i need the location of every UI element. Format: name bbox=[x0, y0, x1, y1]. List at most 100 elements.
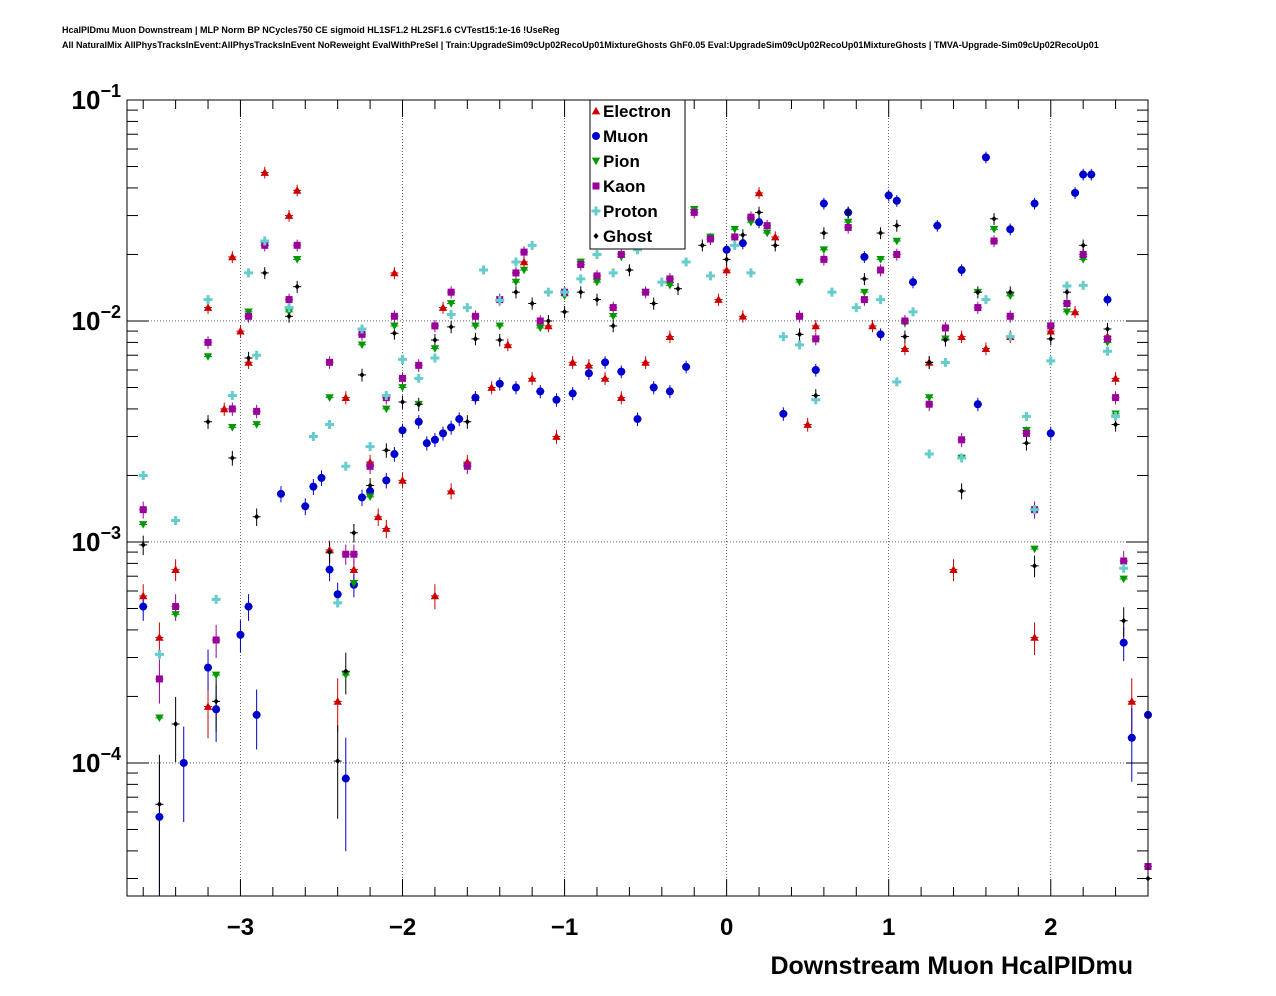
electron-point bbox=[292, 186, 302, 194]
legend-marker-pion bbox=[591, 157, 601, 166]
ghost-point bbox=[845, 209, 851, 216]
muon-point bbox=[1103, 295, 1112, 304]
ghost-point bbox=[529, 300, 535, 307]
electron-point bbox=[771, 232, 780, 241]
proton-point bbox=[576, 274, 586, 284]
muon-point bbox=[1006, 225, 1015, 234]
pion-point bbox=[608, 312, 618, 321]
muon-point bbox=[755, 218, 764, 227]
pion-point bbox=[1062, 308, 1072, 317]
electron-point bbox=[1030, 633, 1039, 641]
kaon-point bbox=[690, 208, 698, 216]
series-kaon bbox=[139, 208, 1152, 870]
ghost-point bbox=[724, 256, 730, 263]
electron-point bbox=[868, 321, 877, 330]
muon-point bbox=[301, 502, 310, 511]
ghost-point bbox=[343, 668, 349, 675]
kaon-point bbox=[941, 324, 949, 332]
electron-point bbox=[139, 591, 148, 600]
ghost-point bbox=[756, 209, 762, 216]
electron-point bbox=[665, 332, 675, 340]
ghost-point bbox=[286, 313, 292, 320]
ghost-point bbox=[513, 289, 519, 296]
proton-point bbox=[957, 453, 967, 463]
muon-point bbox=[139, 602, 148, 611]
legend-label-proton: Proton bbox=[603, 202, 658, 221]
series-pion bbox=[139, 205, 1128, 723]
ghost-point bbox=[1064, 289, 1070, 296]
pion-point bbox=[1119, 575, 1128, 584]
x-tick-label: 0 bbox=[720, 914, 733, 941]
pion-point bbox=[252, 421, 261, 429]
muon-point bbox=[973, 400, 982, 409]
pion-point bbox=[592, 278, 602, 287]
muon-point bbox=[252, 710, 261, 719]
kaon-point bbox=[860, 296, 868, 304]
ghost-point bbox=[327, 549, 333, 556]
pion-point bbox=[228, 424, 237, 432]
proton-point bbox=[227, 391, 237, 401]
muon-point bbox=[981, 153, 990, 162]
electron-point bbox=[600, 374, 610, 382]
proton-point bbox=[357, 324, 367, 334]
proton-point bbox=[1021, 411, 1031, 421]
proton-point bbox=[908, 307, 918, 317]
ghost-point bbox=[942, 337, 948, 344]
proton-point bbox=[365, 442, 375, 452]
proton-point bbox=[511, 257, 521, 267]
electron-point bbox=[382, 524, 391, 532]
muon-point bbox=[1030, 199, 1039, 208]
kaon-point bbox=[901, 317, 909, 325]
kaon-point bbox=[617, 250, 625, 258]
pion-point bbox=[843, 218, 853, 227]
kaon-point bbox=[1006, 312, 1014, 320]
y-tick-label: 10−4 bbox=[72, 744, 121, 778]
pion-point bbox=[284, 308, 294, 317]
proton-point bbox=[851, 303, 861, 313]
legend: Electron Muon Pion Kaon Proton Ghost bbox=[589, 99, 686, 250]
electron-point bbox=[544, 321, 553, 330]
kaon-point bbox=[812, 335, 820, 343]
pion-point bbox=[989, 225, 999, 234]
kaon-point bbox=[358, 330, 366, 338]
pion-point bbox=[892, 237, 902, 246]
markers bbox=[138, 153, 1152, 882]
kaon-point bbox=[155, 675, 163, 683]
ghost-point bbox=[740, 231, 746, 238]
ghost-point bbox=[626, 267, 632, 274]
ghost-point bbox=[432, 337, 438, 344]
muon-point bbox=[722, 245, 731, 254]
kaon-point bbox=[577, 261, 585, 269]
ghost-point bbox=[383, 447, 389, 454]
pion-point bbox=[762, 229, 772, 238]
ghost-point bbox=[416, 401, 422, 408]
kaon-point bbox=[172, 603, 180, 611]
proton-point bbox=[244, 268, 254, 278]
proton-point bbox=[260, 236, 270, 246]
muon-point bbox=[892, 196, 901, 205]
proton-point bbox=[414, 373, 424, 383]
electron-point bbox=[155, 633, 164, 641]
muon-point bbox=[933, 221, 942, 230]
muon-point bbox=[276, 489, 285, 498]
ghost-point bbox=[391, 330, 397, 337]
electron-point bbox=[584, 361, 594, 369]
electron-point bbox=[1046, 326, 1055, 335]
proton-point bbox=[730, 240, 740, 250]
x-tick-label: −3 bbox=[227, 914, 254, 941]
ghost-point bbox=[926, 359, 932, 366]
ghost-point bbox=[351, 529, 357, 536]
proton-point bbox=[705, 271, 715, 281]
kaon-point bbox=[844, 223, 852, 231]
ghost-point bbox=[651, 300, 657, 307]
ghost-point bbox=[497, 337, 503, 344]
electron-point bbox=[260, 168, 269, 176]
kaon-point bbox=[390, 312, 398, 320]
pion-point bbox=[349, 579, 359, 588]
kaon-point bbox=[520, 248, 528, 256]
kaon-point bbox=[1120, 557, 1128, 565]
electron-point bbox=[722, 265, 731, 274]
pion-point bbox=[139, 521, 148, 529]
kaon-point bbox=[1022, 429, 1030, 437]
proton-point bbox=[940, 357, 950, 367]
